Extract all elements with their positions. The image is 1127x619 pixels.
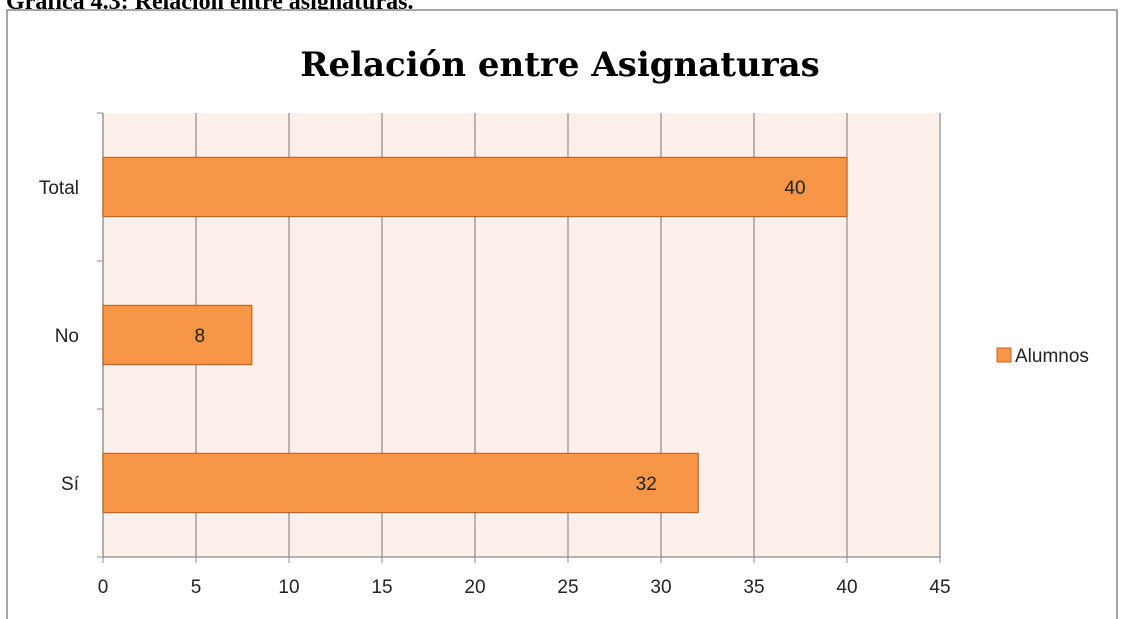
x-tick-label: 10 bbox=[278, 577, 299, 598]
x-tick-label: 40 bbox=[836, 577, 857, 598]
bar bbox=[102, 304, 253, 366]
data-label: 8 bbox=[195, 326, 206, 347]
y-tick-label: No bbox=[55, 326, 79, 347]
x-tick-label: 5 bbox=[191, 577, 202, 598]
legend-swatch bbox=[996, 347, 1012, 363]
bar bbox=[102, 156, 848, 218]
bar bbox=[102, 452, 699, 514]
y-tick-label: Total bbox=[39, 178, 79, 199]
x-tick-label: 25 bbox=[557, 577, 578, 598]
legend-label: Alumnos bbox=[1015, 346, 1089, 367]
x-tick-label: 30 bbox=[650, 577, 671, 598]
data-label: 40 bbox=[784, 178, 805, 199]
x-tick-label: 0 bbox=[98, 577, 109, 598]
x-tick-label: 15 bbox=[371, 577, 392, 598]
y-tick-label: Sí bbox=[61, 474, 80, 495]
x-tick-label: 45 bbox=[929, 577, 950, 598]
data-label: 32 bbox=[636, 474, 657, 495]
x-tick-label: 20 bbox=[464, 577, 485, 598]
chart-title: Relación entre Asignaturas bbox=[300, 45, 820, 85]
x-tick-label: 35 bbox=[743, 577, 764, 598]
